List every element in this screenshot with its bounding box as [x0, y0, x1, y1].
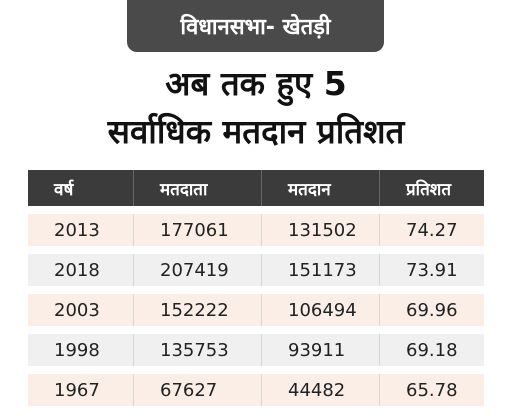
cell-percentage: 74.27	[379, 214, 484, 246]
constituency-label: विधानसभा- खेतड़ी	[180, 15, 331, 40]
cell-percentage: 69.18	[379, 334, 484, 366]
cell-year: 2013	[28, 214, 133, 246]
cell-percentage: 65.78	[379, 374, 484, 406]
cell-percentage: 73.91	[379, 254, 484, 286]
table-row: 2003 152222 106494 69.96	[28, 294, 484, 326]
cell-year: 1967	[28, 374, 133, 406]
constituency-tag: विधानसभा- खेतड़ी	[127, 0, 384, 52]
header-votes-cast: मतदान	[261, 170, 379, 206]
header-voters: मतदाता	[133, 170, 261, 206]
table-row: 2013 177061 131502 74.27	[28, 214, 484, 246]
cell-voters: 67627	[133, 374, 261, 406]
cell-voters: 135753	[133, 334, 261, 366]
cell-votes-cast: 131502	[261, 214, 379, 246]
cell-percentage: 69.96	[379, 294, 484, 326]
table-row: 1967 67627 44482 65.78	[28, 374, 484, 406]
headline-line-1: अब तक हुए 5	[165, 64, 347, 103]
cell-votes-cast: 151173	[261, 254, 379, 286]
table-header-row: वर्ष मतदाता मतदान प्रतिशत	[28, 170, 484, 206]
cell-voters: 152222	[133, 294, 261, 326]
turnout-table: वर्ष मतदाता मतदान प्रतिशत 2013 177061 13…	[28, 162, 484, 414]
cell-votes-cast: 44482	[261, 374, 379, 406]
header-year: वर्ष	[28, 170, 133, 206]
cell-voters: 177061	[133, 214, 261, 246]
table-row: 2018 207419 151173 73.91	[28, 254, 484, 286]
cell-year: 1998	[28, 334, 133, 366]
cell-voters: 207419	[133, 254, 261, 286]
cell-year: 2018	[28, 254, 133, 286]
header-percentage: प्रतिशत	[379, 170, 484, 206]
cell-votes-cast: 93911	[261, 334, 379, 366]
table-row: 1998 135753 93911 69.18	[28, 334, 484, 366]
headline-line-2: सर्वाधिक मतदान प्रतिशत	[107, 112, 405, 151]
cell-votes-cast: 106494	[261, 294, 379, 326]
cell-year: 2003	[28, 294, 133, 326]
